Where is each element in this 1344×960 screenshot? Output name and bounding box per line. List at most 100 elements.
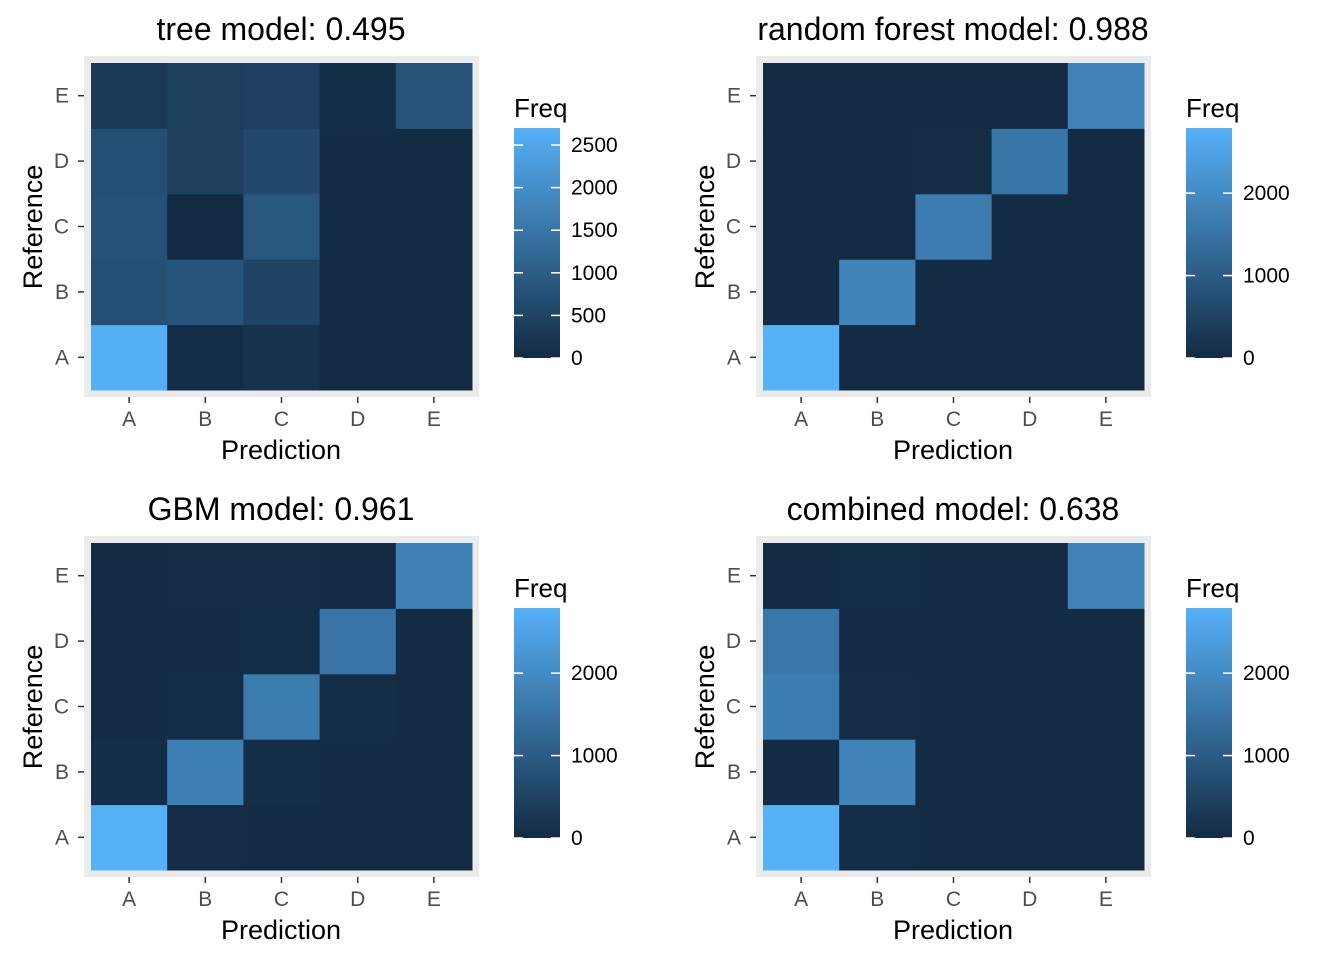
- legend-tick-label: 2000: [1243, 182, 1290, 205]
- heatmap-cell-EC: [915, 543, 993, 609]
- legend-title: Freq: [514, 93, 567, 123]
- y-tick-label: A: [55, 346, 69, 369]
- heatmap-cell-BC: [915, 259, 993, 326]
- heatmap-cell-BC: [243, 259, 321, 326]
- heatmap-cell-CE: [395, 673, 473, 740]
- legend-tick-label: 0: [1243, 347, 1255, 370]
- heatmap-cell-DD: [991, 128, 1069, 195]
- heatmap-cell-CE: [1067, 673, 1145, 740]
- heatmap-cell-EE: [395, 543, 473, 609]
- heatmap-cell-CA: [91, 673, 168, 740]
- heatmap-cell-BE: [1067, 739, 1145, 806]
- y-tick-label: E: [727, 85, 741, 108]
- y-tick-label: A: [727, 346, 741, 369]
- heatmap-cell-AC: [915, 324, 993, 391]
- heatmap-cell-CC: [915, 193, 993, 260]
- x-tick-label: A: [794, 408, 808, 431]
- legend-tick-label: 1000: [1243, 745, 1290, 768]
- y-tick-label: B: [727, 761, 741, 784]
- heatmap-cell-CC: [243, 673, 321, 740]
- y-axis-label: Reference: [690, 165, 720, 290]
- x-tick-label: C: [946, 888, 961, 911]
- x-tick-label: B: [198, 888, 212, 911]
- legend-colorbar: [514, 608, 560, 838]
- heatmap-cell-CD: [319, 193, 397, 260]
- x-tick-label: A: [122, 408, 136, 431]
- x-tick-label: B: [870, 888, 884, 911]
- heatmap-cell-BA: [91, 739, 168, 806]
- y-axis-label: Reference: [18, 165, 48, 290]
- heatmap-cell-ED: [319, 63, 397, 129]
- legend-tick-label: 2000: [571, 177, 618, 200]
- legend-tick-label: 0: [571, 827, 583, 850]
- heatmap-cell-CC: [915, 673, 993, 740]
- y-tick-label: B: [55, 761, 69, 784]
- heatmap-cell-CD: [991, 673, 1069, 740]
- heatmap-cell-DA: [763, 608, 840, 675]
- y-tick-label: E: [55, 565, 69, 588]
- panel-1: tree model: 0.495 A B C D E A B C D E Prediction Ref…: [18, 11, 618, 465]
- y-tick-label: B: [727, 281, 741, 304]
- y-tick-label: C: [726, 696, 741, 719]
- x-tick-label: D: [1022, 888, 1037, 911]
- heatmap-cell-BD: [991, 739, 1069, 806]
- heatmap-cell-DE: [395, 128, 473, 195]
- y-tick-label: C: [54, 216, 69, 239]
- heatmap-cell-EB: [167, 543, 244, 609]
- chart-title: random forest model: 0.988: [757, 11, 1148, 47]
- heatmap-cell-DA: [763, 128, 840, 195]
- heatmap-cell-DB: [167, 608, 244, 675]
- heatmap-cell-AB: [167, 324, 244, 391]
- y-tick-label: B: [55, 281, 69, 304]
- legend-tick-label: 1000: [1243, 265, 1290, 288]
- legend-title: Freq: [1186, 573, 1239, 603]
- heatmap-cell-DA: [91, 128, 168, 195]
- y-tick-label: E: [727, 565, 741, 588]
- panel-4: combined model: 0.638 A B C D E A B C D E Predictio…: [690, 491, 1290, 945]
- heatmap-cell-DE: [395, 608, 473, 675]
- heatmap-cell-AD: [991, 804, 1069, 871]
- legend-colorbar: [1186, 608, 1232, 838]
- chart-title: combined model: 0.638: [787, 491, 1120, 527]
- x-tick-label: B: [870, 408, 884, 431]
- heatmap-cell-BB: [167, 259, 244, 326]
- x-tick-label: C: [274, 888, 289, 911]
- x-tick-label: A: [794, 888, 808, 911]
- heatmap-cell-BA: [763, 259, 840, 326]
- heatmap-cell-ED: [319, 543, 397, 609]
- chart-title: tree model: 0.495: [156, 11, 405, 47]
- heatmap-cell-DC: [915, 608, 993, 675]
- legend-colorbar: [1186, 128, 1232, 358]
- heatmap-cell-CC: [243, 193, 321, 260]
- heatmap-cell-BB: [167, 739, 244, 806]
- y-tick-label: D: [726, 150, 741, 173]
- heatmap-cell-DB: [167, 128, 244, 195]
- heatmap-cell-BD: [319, 739, 397, 806]
- x-axis-label: Prediction: [893, 435, 1013, 465]
- heatmap-cell-EC: [243, 63, 321, 129]
- heatmap-cell-CB: [839, 193, 916, 260]
- heatmap-cell-ED: [991, 63, 1069, 129]
- chart-title: GBM model: 0.961: [148, 491, 415, 527]
- heatmap-cell-EE: [395, 63, 473, 129]
- x-tick-label: D: [350, 888, 365, 911]
- y-axis-label: Reference: [18, 645, 48, 770]
- x-tick-label: E: [427, 408, 441, 431]
- heatmap-cell-EA: [763, 543, 840, 609]
- x-tick-label: C: [946, 408, 961, 431]
- heatmap-cell-EB: [839, 543, 916, 609]
- heatmap-cell-EB: [167, 63, 244, 129]
- heatmap-cell-AE: [395, 804, 473, 871]
- heatmap-cell-BB: [839, 259, 916, 326]
- panel-2: random forest model: 0.988 A B C D E A B C D E Pred…: [690, 11, 1290, 465]
- heatmap-cell-BC: [243, 739, 321, 806]
- heatmap-cell-BE: [395, 739, 473, 806]
- x-tick-label: E: [427, 888, 441, 911]
- heatmap-cell-AA: [763, 324, 840, 391]
- legend-tick-label: 1500: [571, 219, 618, 242]
- heatmap-cell-DC: [243, 128, 321, 195]
- y-tick-label: A: [727, 826, 741, 849]
- heatmap-cell-AD: [319, 324, 397, 391]
- legend-tick-label: 500: [571, 304, 606, 327]
- heatmap-cell-AB: [839, 324, 916, 391]
